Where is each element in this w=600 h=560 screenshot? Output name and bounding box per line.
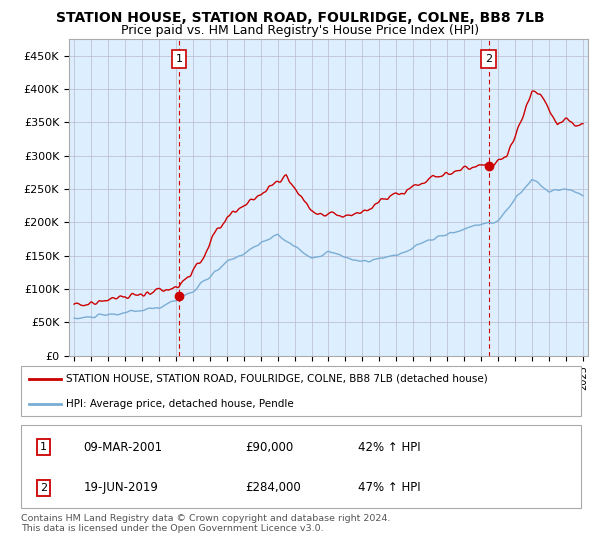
- Text: £284,000: £284,000: [245, 482, 301, 494]
- Text: 19-JUN-2019: 19-JUN-2019: [83, 482, 158, 494]
- Text: 09-MAR-2001: 09-MAR-2001: [83, 441, 163, 454]
- Text: HPI: Average price, detached house, Pendle: HPI: Average price, detached house, Pend…: [66, 399, 294, 409]
- Text: 42% ↑ HPI: 42% ↑ HPI: [358, 441, 421, 454]
- Text: 47% ↑ HPI: 47% ↑ HPI: [358, 482, 421, 494]
- Text: STATION HOUSE, STATION ROAD, FOULRIDGE, COLNE, BB8 7LB: STATION HOUSE, STATION ROAD, FOULRIDGE, …: [56, 11, 544, 25]
- FancyBboxPatch shape: [21, 366, 581, 416]
- Text: 1: 1: [40, 442, 47, 452]
- Text: STATION HOUSE, STATION ROAD, FOULRIDGE, COLNE, BB8 7LB (detached house): STATION HOUSE, STATION ROAD, FOULRIDGE, …: [66, 374, 488, 384]
- Text: 1: 1: [176, 54, 182, 64]
- Text: £90,000: £90,000: [245, 441, 293, 454]
- Text: Contains HM Land Registry data © Crown copyright and database right 2024.
This d: Contains HM Land Registry data © Crown c…: [21, 514, 391, 533]
- Text: Price paid vs. HM Land Registry's House Price Index (HPI): Price paid vs. HM Land Registry's House …: [121, 24, 479, 36]
- Text: 2: 2: [485, 54, 493, 64]
- FancyBboxPatch shape: [21, 424, 581, 508]
- Text: 2: 2: [40, 483, 47, 493]
